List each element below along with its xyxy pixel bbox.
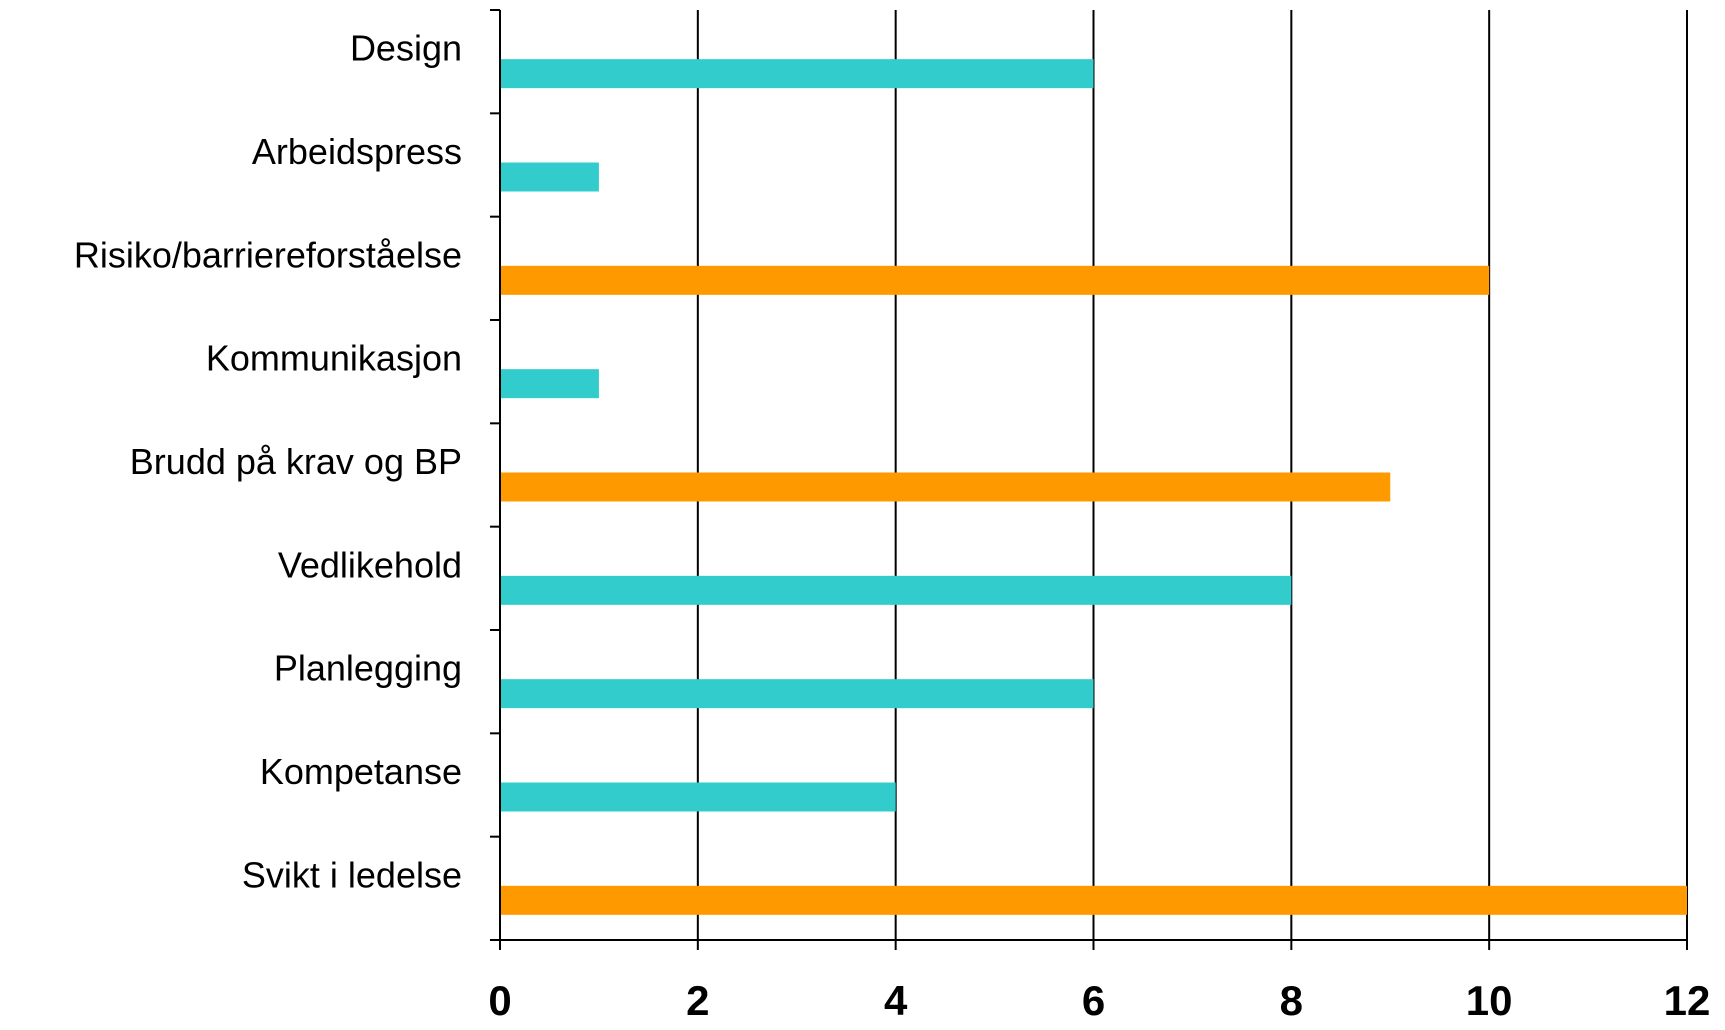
category-label: Kompetanse [260,751,462,792]
category-label: Design [350,28,462,69]
x-tick-label: 2 [686,977,709,1024]
x-tick-label: 6 [1082,977,1105,1024]
bar [500,782,896,812]
bar [500,575,1292,605]
category-label: Svikt i ledelse [242,854,462,895]
category-label: Risiko/barriereforståelse [74,234,462,275]
bar [500,885,1687,915]
axes [490,9,1688,950]
bar [500,679,1094,709]
category-label: Arbeidspress [252,131,462,172]
bar [500,369,599,399]
x-tick-label: 0 [488,977,511,1024]
category-label: Planlegging [274,648,462,689]
bar [500,265,1490,295]
x-tick-label: 12 [1664,977,1711,1024]
bars [500,59,1687,915]
category-label: Brudd på krav og BP [130,441,462,482]
category-labels: Design Arbeidspress Risiko/barriereforståe… [74,28,462,896]
x-tick-label: 4 [884,977,908,1024]
bar [500,59,1094,89]
x-tick-label: 10 [1466,977,1513,1024]
x-tick-labels: 0 2 4 6 8 10 12 [488,977,1710,1024]
bar [500,162,599,192]
x-tick-label: 8 [1280,977,1303,1024]
category-label: Vedlikehold [278,544,462,585]
category-label: Kommunikasjon [206,338,462,379]
bar [500,472,1391,502]
